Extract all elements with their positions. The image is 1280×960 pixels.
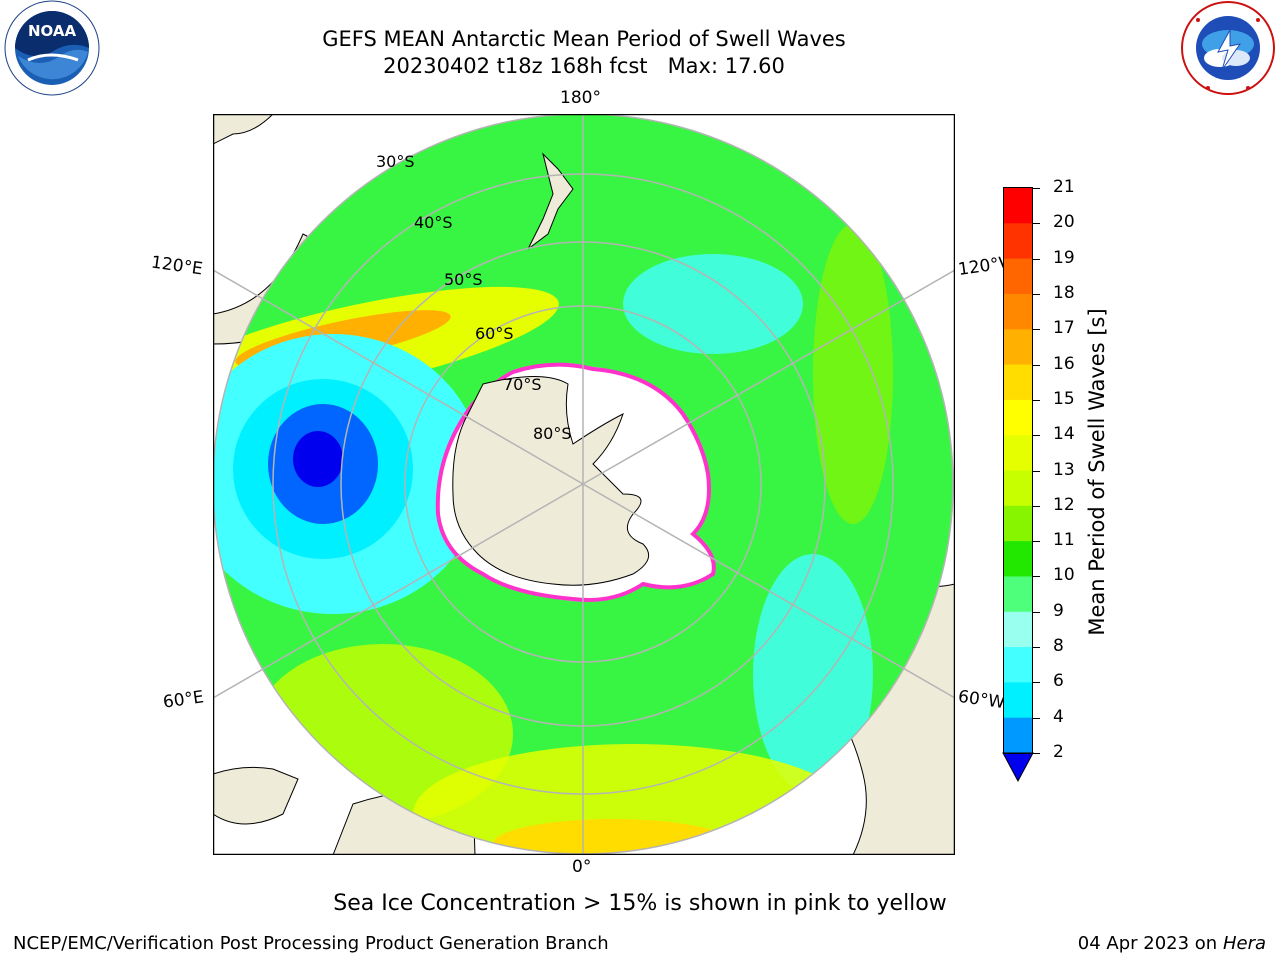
colorbar-tick-label: 6	[1053, 671, 1064, 692]
colorbar-segment	[1003, 293, 1033, 330]
noaa-logo-text: NOAA	[28, 22, 77, 40]
sea-ice-note: Sea Ice Concentration > 15% is shown in …	[333, 891, 947, 916]
colorbar-tick-label: 17	[1053, 318, 1075, 339]
colorbar	[1002, 187, 1034, 783]
colorbar-tick-mark	[1032, 188, 1040, 189]
lon-label-60w: 60°W	[956, 686, 1007, 714]
colorbar-tick-label: 18	[1053, 282, 1075, 303]
lat-label-30s: 30°S	[376, 152, 415, 171]
polar-map	[213, 114, 955, 855]
colorbar-tick-label: 11	[1053, 530, 1075, 551]
colorbar-tick-label: 15	[1053, 388, 1075, 409]
machine-name: Hera	[1222, 933, 1266, 954]
noaa-logo: NOAA	[4, 0, 100, 96]
colorbar-tick-mark	[1032, 293, 1040, 295]
colorbar-tick-mark	[1032, 576, 1040, 578]
nws-logo	[1181, 1, 1275, 95]
lat-label-40s: 40°S	[414, 213, 453, 232]
colorbar-segment	[1003, 470, 1033, 507]
land-new-zealand	[527, 152, 574, 250]
colorbar-segment	[1003, 399, 1033, 436]
colorbar-segment	[1003, 223, 1033, 260]
colorbar-tick-mark	[1032, 435, 1040, 437]
colorbar-segment	[1003, 435, 1033, 471]
colorbar-tick-label: 16	[1053, 353, 1075, 374]
colorbar-tick-mark	[1032, 682, 1040, 684]
colorbar-title: Mean Period of Swell Waves [s]	[1085, 308, 1109, 636]
colorbar-tick-mark	[1032, 470, 1040, 472]
chart-title: GEFS MEAN Antarctic Mean Period of Swell…	[322, 27, 846, 51]
lat-label-50s: 50°S	[444, 270, 483, 289]
colorbar-tick-mark	[1032, 399, 1040, 401]
lon-label-120e: 120°E	[149, 252, 204, 280]
colorbar-segment	[1003, 329, 1033, 366]
colorbar-segment	[1003, 682, 1033, 719]
colorbar-tick-mark	[1032, 611, 1040, 613]
colorbar-segment	[1003, 505, 1033, 542]
colorbar-tick-label: 8	[1053, 636, 1064, 657]
colorbar-tick-label: 12	[1053, 494, 1075, 515]
colorbar-tick-mark	[1032, 647, 1040, 649]
lat-label-70s: 70°S	[503, 375, 542, 394]
lon-label-180: 180°	[560, 88, 601, 108]
colorbar-tick-mark	[1032, 329, 1040, 331]
colorbar-tick-label: 10	[1053, 565, 1075, 586]
colorbar-segment	[1003, 258, 1033, 295]
colorbar-tick-label: 14	[1053, 424, 1075, 445]
colorbar-tick-label: 19	[1053, 247, 1075, 268]
colorbar-tick-mark	[1032, 223, 1040, 225]
date-text: 04 Apr 2023 on Hera	[1078, 933, 1266, 954]
colorbar-tick-label: 21	[1053, 177, 1075, 197]
colorbar-tick-label: 20	[1053, 212, 1075, 233]
colorbar-tick-mark	[1032, 505, 1040, 507]
colorbar-segment	[1003, 541, 1033, 577]
colorbar-tick-mark	[1032, 364, 1040, 366]
colorbar-segment	[1003, 576, 1033, 613]
colorbar-tick-mark	[1032, 717, 1040, 719]
colorbar-segment	[1003, 647, 1033, 683]
colorbar-segment	[1003, 188, 1033, 224]
colorbar-tick-mark	[1032, 753, 1040, 754]
lat-label-60s: 60°S	[475, 324, 514, 343]
land-antarctica	[452, 376, 650, 586]
credit-text: NCEP/EMC/Verification Post Processing Pr…	[13, 933, 609, 954]
lat-label-80s: 80°S	[533, 424, 572, 443]
colorbar-segment	[1003, 364, 1033, 401]
lon-label-60e: 60°E	[161, 687, 206, 713]
colorbar-tick-label: 9	[1053, 600, 1064, 621]
colorbar-tick-mark	[1032, 541, 1040, 543]
lon-label-0: 0°	[572, 857, 592, 877]
chart-subtitle: 20230402 t18z 168h fcst Max: 17.60	[383, 54, 785, 78]
colorbar-segment	[1003, 717, 1033, 754]
colorbar-extend-arrow	[1002, 752, 1034, 783]
colorbar-tick-label: 4	[1053, 706, 1064, 727]
colorbar-segment	[1003, 611, 1033, 648]
date-prefix: 04 Apr 2023 on	[1077, 933, 1223, 954]
colorbar-tick-label: 13	[1053, 459, 1075, 480]
colorbar-tick-mark	[1032, 258, 1040, 260]
colorbar-tick-label: 2	[1053, 742, 1064, 762]
